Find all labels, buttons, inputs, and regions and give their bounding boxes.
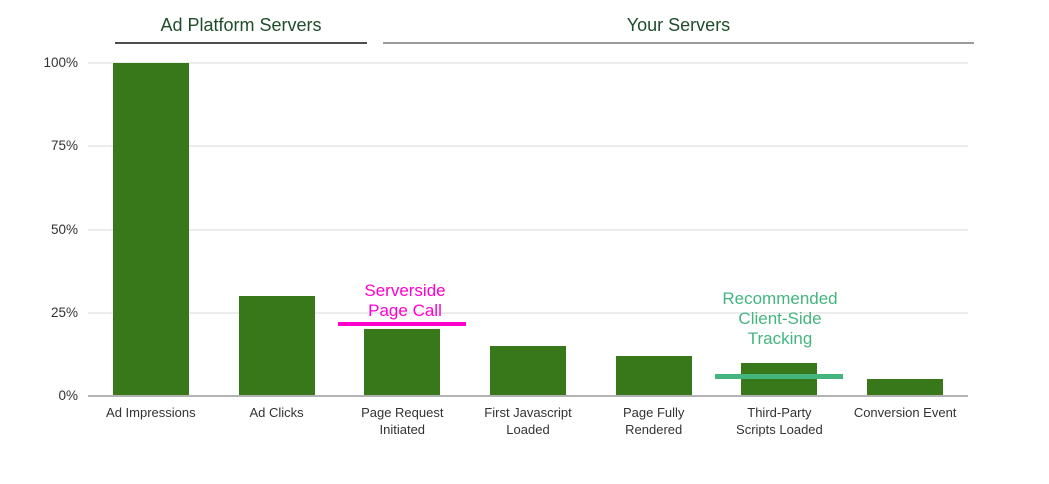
bar-page-fully-rendered — [615, 356, 692, 395]
y-axis-tick-label: 25% — [50, 304, 78, 320]
x-label-line: First Javascript — [484, 405, 572, 420]
x-label-line: Third-Party — [747, 405, 812, 420]
x-axis-category-label: Page Request Initiated — [339, 404, 465, 438]
bar-ad-impressions — [112, 63, 189, 395]
y-axis-tick-label: 50% — [50, 221, 78, 237]
bar-first-javascript-loaded — [490, 346, 566, 395]
x-axis-category-label: First Javascript Loaded — [465, 404, 591, 438]
x-label-line: Loaded — [506, 422, 550, 437]
x-axis-category-label: Page Fully Rendered — [591, 404, 717, 438]
bar-ad-clicks — [238, 296, 315, 395]
y-gridline — [88, 145, 968, 148]
annotation-line-1: Serverside — [364, 281, 446, 300]
x-axis-line — [88, 395, 968, 397]
y-axis-tick-label: 75% — [50, 138, 78, 154]
annotation-recommended-client-side-tracking: Recommended Client-Side Tracking — [690, 289, 870, 349]
section-header-ad-platform-servers: Ad Platform Servers — [115, 14, 367, 44]
x-axis-category-label: Ad Clicks — [214, 404, 340, 421]
y-gridline — [88, 62, 968, 64]
section-label: Your Servers — [626, 15, 731, 35]
bar-third-party-scripts-loaded — [741, 362, 818, 395]
recommended-client-side-tracking-marker-line — [715, 373, 844, 379]
bar-page-request-initiated — [364, 329, 441, 395]
annotation-line-2: Page Call — [368, 301, 442, 320]
annotation-line-1: Recommended — [722, 289, 838, 308]
x-axis-category-label: Conversion Event — [842, 404, 968, 421]
serverside-page-call-marker-line — [338, 322, 467, 327]
x-label-line: Initiated — [379, 422, 426, 437]
x-label-line: Ad Impressions — [106, 405, 196, 420]
x-label-line: Scripts Loaded — [736, 422, 823, 437]
section-label: Ad Platform Servers — [160, 15, 322, 35]
x-axis-category-label: Ad Impressions — [88, 404, 214, 421]
x-label-line: Conversion Event — [853, 405, 957, 420]
x-label-line: Page Fully — [622, 405, 685, 420]
x-label-line: Page Request — [361, 405, 444, 420]
section-header-your-servers: Your Servers — [383, 14, 974, 44]
x-label-line: Rendered — [625, 422, 683, 437]
y-axis-tick-label: 0% — [58, 388, 78, 403]
y-axis-tick-label: 100% — [43, 55, 78, 70]
annotation-serverside-page-call: Serverside Page Call — [315, 281, 495, 321]
annotation-line-3: Tracking — [747, 329, 813, 348]
x-label-line: Ad Clicks — [249, 405, 304, 420]
annotation-line-2: Client-Side — [738, 309, 822, 328]
x-axis-category-label: Third-Party Scripts Loaded — [717, 404, 843, 438]
y-gridline — [88, 228, 968, 231]
y-gridline — [88, 311, 968, 314]
bar-conversion-event — [867, 379, 944, 395]
